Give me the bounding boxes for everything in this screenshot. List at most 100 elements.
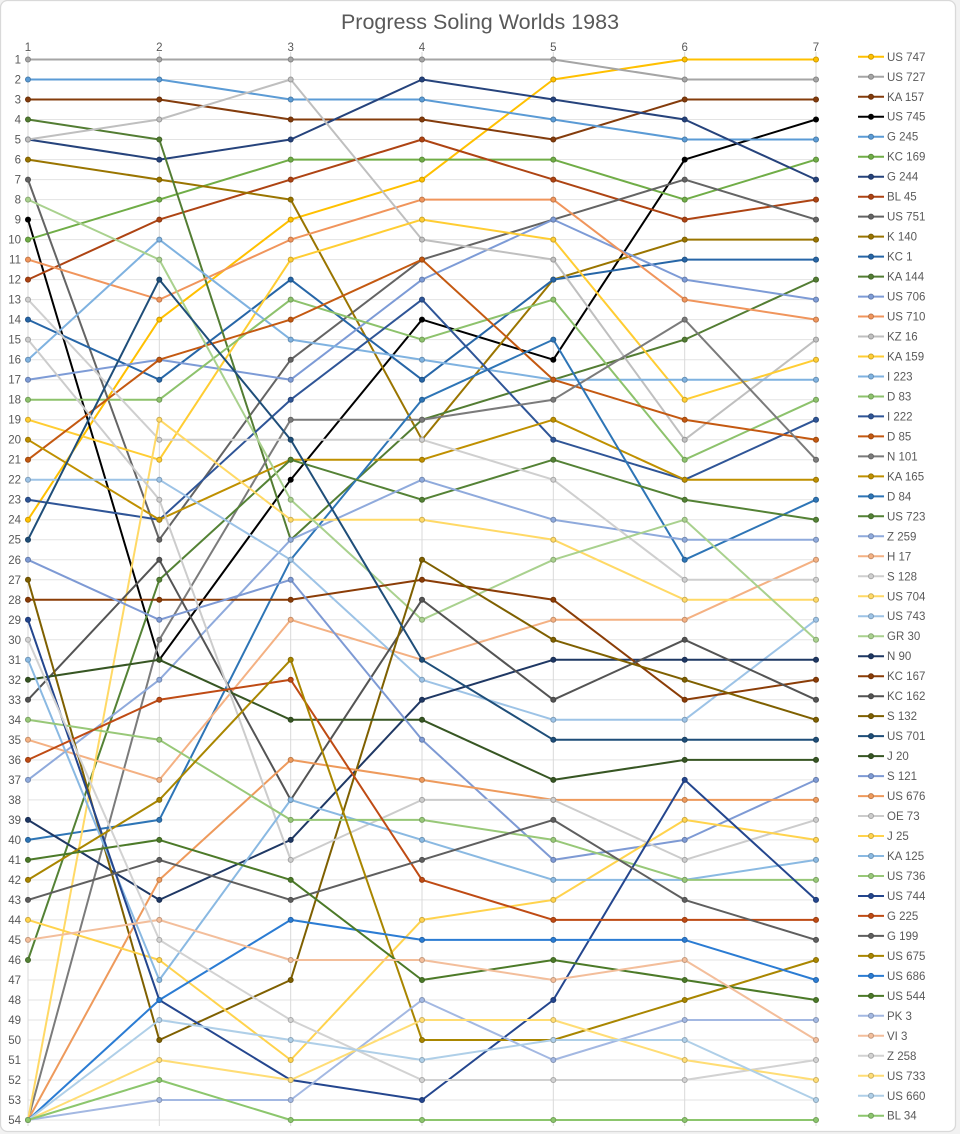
svg-text:51: 51	[8, 1055, 21, 1067]
svg-text:41: 41	[8, 855, 21, 867]
svg-text:N 90: N 90	[887, 651, 911, 663]
svg-text:S 128: S 128	[887, 571, 917, 583]
svg-text:KZ 16: KZ 16	[887, 332, 918, 344]
svg-text:US 544: US 544	[887, 991, 926, 1003]
svg-text:VI 3: VI 3	[887, 1031, 907, 1043]
svg-text:US 745: US 745	[887, 112, 925, 124]
svg-text:15: 15	[8, 335, 21, 347]
svg-text:18: 18	[8, 395, 21, 407]
svg-text:23: 23	[8, 495, 21, 507]
svg-text:Z 259: Z 259	[887, 531, 916, 543]
svg-text:31: 31	[8, 655, 21, 667]
svg-text:49: 49	[8, 1015, 21, 1027]
svg-text:39: 39	[8, 815, 21, 827]
svg-text:US 733: US 733	[887, 1071, 925, 1083]
svg-text:3: 3	[287, 42, 293, 54]
svg-text:US 744: US 744	[887, 891, 926, 903]
svg-text:32: 32	[8, 675, 21, 687]
svg-text:KA 144: KA 144	[887, 272, 925, 284]
svg-text:16: 16	[8, 355, 21, 367]
svg-text:G 199: G 199	[887, 931, 918, 943]
svg-text:27: 27	[8, 575, 21, 587]
svg-text:4: 4	[15, 115, 22, 127]
svg-text:40: 40	[8, 835, 21, 847]
svg-text:50: 50	[8, 1035, 21, 1047]
svg-text:H 17: H 17	[887, 551, 911, 563]
svg-text:22: 22	[8, 475, 21, 487]
svg-text:9: 9	[15, 215, 21, 227]
svg-text:28: 28	[8, 595, 21, 607]
svg-text:36: 36	[8, 755, 21, 767]
svg-text:US 747: US 747	[887, 52, 925, 64]
svg-text:25: 25	[8, 535, 21, 547]
svg-text:21: 21	[8, 455, 21, 467]
svg-text:12: 12	[8, 275, 21, 287]
svg-text:Z 258: Z 258	[887, 1051, 916, 1063]
svg-text:10: 10	[8, 235, 21, 247]
svg-text:5: 5	[15, 135, 21, 147]
svg-text:6: 6	[15, 155, 21, 167]
svg-text:44: 44	[8, 915, 21, 927]
svg-text:KC 1: KC 1	[887, 252, 913, 264]
svg-text:13: 13	[8, 295, 21, 307]
svg-text:42: 42	[8, 875, 21, 887]
svg-text:26: 26	[8, 555, 21, 567]
svg-text:US 736: US 736	[887, 871, 925, 883]
svg-text:J 20: J 20	[887, 751, 909, 763]
svg-text:KC 169: KC 169	[887, 152, 925, 164]
svg-text:24: 24	[8, 515, 21, 527]
svg-text:19: 19	[8, 415, 21, 427]
svg-text:8: 8	[15, 195, 21, 207]
svg-text:29: 29	[8, 615, 21, 627]
svg-text:US 743: US 743	[887, 611, 925, 623]
svg-text:J 25: J 25	[887, 831, 909, 843]
svg-text:7: 7	[813, 42, 819, 54]
svg-text:30: 30	[8, 635, 21, 647]
svg-text:KA 157: KA 157	[887, 92, 924, 104]
svg-text:US 675: US 675	[887, 951, 925, 963]
svg-text:BL 45: BL 45	[887, 192, 917, 204]
svg-text:33: 33	[8, 695, 21, 707]
svg-text:D 83: D 83	[887, 392, 911, 404]
svg-text:US 727: US 727	[887, 72, 925, 84]
svg-text:US 701: US 701	[887, 731, 925, 743]
svg-text:OE 73: OE 73	[887, 811, 920, 823]
svg-text:46: 46	[8, 955, 21, 967]
svg-text:5: 5	[550, 42, 556, 54]
svg-text:11: 11	[9, 255, 21, 267]
svg-text:US 710: US 710	[887, 312, 925, 324]
svg-text:1: 1	[25, 42, 31, 54]
svg-text:KA 165: KA 165	[887, 471, 924, 483]
svg-text:N 101: N 101	[887, 451, 918, 463]
svg-text:S 121: S 121	[887, 771, 917, 783]
svg-text:G 245: G 245	[887, 132, 918, 144]
svg-text:KC 162: KC 162	[887, 691, 925, 703]
svg-text:35: 35	[8, 735, 21, 747]
svg-text:US 723: US 723	[887, 511, 925, 523]
svg-text:BL 34: BL 34	[887, 1111, 917, 1123]
svg-text:20: 20	[8, 435, 21, 447]
svg-text:GR 30: GR 30	[887, 631, 920, 643]
svg-text:KA 125: KA 125	[887, 851, 924, 863]
svg-text:1: 1	[15, 55, 21, 67]
svg-text:2: 2	[15, 75, 21, 87]
svg-text:6: 6	[681, 42, 687, 54]
svg-text:4: 4	[419, 42, 426, 54]
svg-text:7: 7	[15, 175, 21, 187]
svg-text:D 85: D 85	[887, 431, 911, 443]
svg-text:2: 2	[156, 42, 162, 54]
svg-text:PK 3: PK 3	[887, 1011, 912, 1023]
svg-text:48: 48	[8, 995, 21, 1007]
svg-text:38: 38	[8, 795, 21, 807]
svg-text:D 84: D 84	[887, 491, 912, 503]
svg-text:G 244: G 244	[887, 172, 919, 184]
svg-text:3: 3	[15, 95, 21, 107]
svg-text:14: 14	[8, 315, 21, 327]
svg-text:53: 53	[8, 1095, 21, 1107]
svg-text:S 132: S 132	[887, 711, 917, 723]
svg-text:US 676: US 676	[887, 791, 925, 803]
svg-text:G 225: G 225	[887, 911, 918, 923]
svg-text:US 704: US 704	[887, 591, 926, 603]
svg-text:34: 34	[8, 715, 21, 727]
svg-text:I 222: I 222	[887, 411, 913, 423]
